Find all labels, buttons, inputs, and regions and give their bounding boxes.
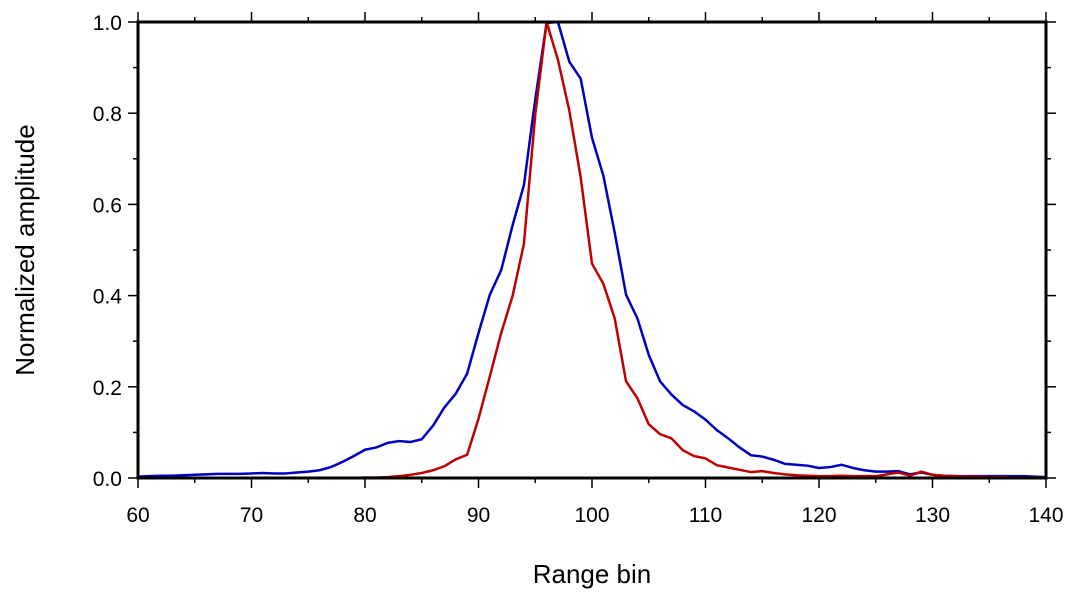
x-tick-label: 90 bbox=[467, 504, 490, 527]
y-tick-label: 0.2 bbox=[93, 377, 122, 400]
y-tick-label: 0.4 bbox=[93, 286, 123, 309]
x-tick-label: 100 bbox=[574, 504, 609, 527]
series-line-2 bbox=[138, 20, 1046, 480]
series-line-1 bbox=[137, 20, 1047, 479]
x-tick-label: 140 bbox=[1028, 504, 1063, 527]
y-axis-title: Normalized amplitude bbox=[10, 124, 40, 375]
x-tick-label: 70 bbox=[240, 504, 263, 527]
x-tick-label: 120 bbox=[801, 504, 836, 527]
y-tick-label: 0.8 bbox=[93, 103, 122, 126]
x-tick-label: 110 bbox=[689, 504, 722, 527]
x-tick-label: 130 bbox=[915, 504, 950, 527]
plot-frame bbox=[136, 20, 1048, 480]
tick-labels: 60 70 80 90 100 110 120 130 140 0.0 0.2 0.4 0.6 0.8 1.… bbox=[93, 12, 1064, 527]
x-tick-label: 60 bbox=[126, 504, 149, 527]
series-lines bbox=[137, 20, 1047, 480]
x-tick-label: 80 bbox=[353, 504, 376, 527]
x-axis-title: Range bin bbox=[533, 559, 652, 589]
y-tick-label: 0.6 bbox=[93, 194, 122, 217]
y-tick-label: 0.0 bbox=[93, 468, 122, 491]
y-tick-label: 1.0 bbox=[93, 12, 122, 35]
axis-ticks bbox=[128, 12, 1056, 488]
